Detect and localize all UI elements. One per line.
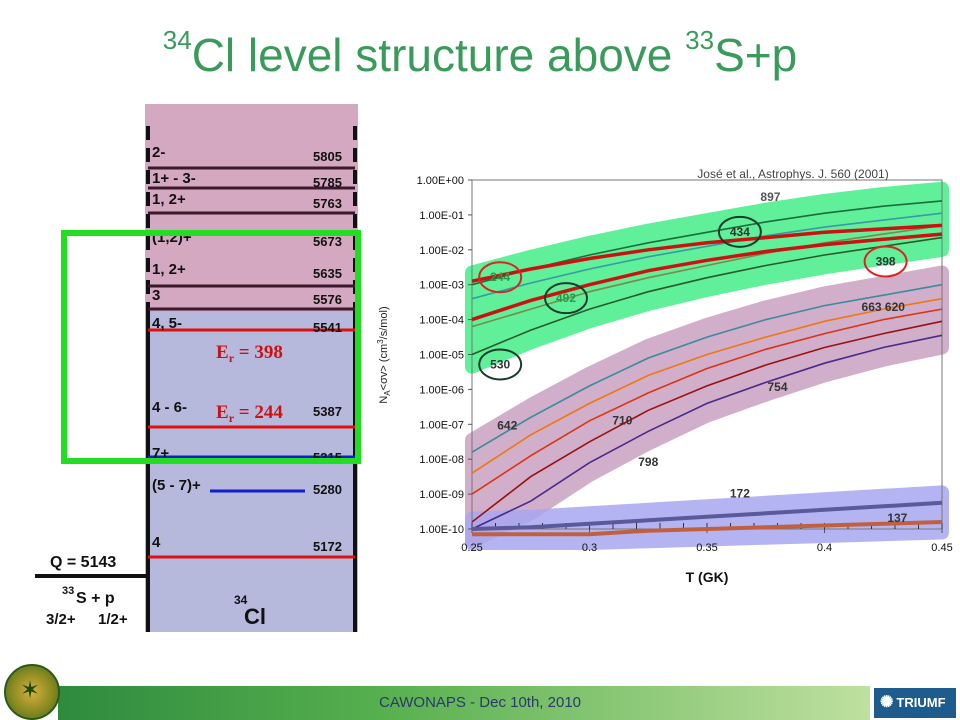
- level-spin: 2-: [152, 144, 165, 161]
- level-energy: 5785: [313, 175, 342, 190]
- level-energy: 5541: [313, 320, 342, 335]
- x-tick-label: 0.3: [582, 542, 597, 554]
- resonance-circle: [544, 282, 588, 315]
- level-energy: 5673: [313, 234, 342, 249]
- level-spin: 4, 5-: [152, 315, 182, 332]
- y-tick-label: 1.00E-07: [419, 419, 464, 431]
- resonance-circle: [863, 245, 908, 278]
- triumf-logo-text: TRIUMF: [896, 695, 946, 710]
- level-spin: 4 - 6-: [152, 399, 187, 416]
- level-spin: 4: [152, 534, 161, 551]
- title-mass-number-2: 33: [685, 25, 715, 55]
- level-spin: 1+ - 3-: [152, 170, 196, 187]
- footer-text: CAWONAPS - Dec 10th, 2010: [378, 694, 582, 711]
- series-line: [471, 500, 943, 531]
- y-tick-label: 1.00E-08: [419, 454, 464, 466]
- y-tick-label: 1.00E-06: [419, 384, 464, 396]
- resonance-label: 754: [767, 380, 787, 394]
- series-line: [471, 212, 943, 300]
- nucleus-symbol: Cl: [244, 604, 266, 629]
- dragon-logo-icon: ✶: [4, 664, 60, 720]
- series-line-244: [471, 223, 943, 283]
- rate-chart: 1.00E+00 1.00E-01 1.00E-02 1.00E-03 1.00E-04…: [376, 167, 953, 585]
- level-energy: 5805: [313, 149, 342, 164]
- series-line: [471, 334, 943, 530]
- level-energy: 5387: [313, 404, 342, 419]
- x-tick-label: 0.25: [461, 542, 482, 554]
- title-mass-number: 34: [162, 25, 192, 55]
- resonance-circle: [717, 215, 762, 248]
- series-line: [471, 283, 943, 453]
- title-text: Cl level structure above: [191, 29, 686, 81]
- y-tick-label: 1.00E-05: [419, 350, 464, 362]
- threshold-spin-s33: 3/2+: [46, 611, 76, 628]
- q-value: Q = 5143: [50, 554, 116, 571]
- footer-bar: [58, 686, 870, 720]
- series-line: [471, 236, 943, 356]
- chart-reference: José et al., Astrophys. J. 560 (2001): [697, 167, 888, 181]
- chart-y-axis-label: NA<σv> (cm3/s/mol): [376, 306, 392, 403]
- resonance-label: 244: [490, 270, 510, 284]
- y-tick-label: 1.00E-09: [419, 489, 464, 501]
- triumf-logo: ✺ TRIUMF: [874, 688, 956, 718]
- series-line: [472, 520, 943, 537]
- level-energy: 5635: [313, 266, 342, 281]
- threshold-spin-proton: 1/2+: [98, 611, 128, 628]
- threshold-label: S + p: [76, 590, 115, 607]
- series-line: [471, 320, 943, 523]
- level-energy: 5576: [313, 292, 342, 307]
- resonance-label: 642: [497, 419, 517, 433]
- y-tick-label: 1.00E+00: [417, 175, 464, 187]
- level-spin: 3: [152, 287, 160, 304]
- level-spin: 1, 2+: [152, 261, 186, 278]
- level-energy: 5172: [313, 539, 342, 554]
- series-line: [471, 297, 943, 474]
- resonance-energy-398: Er = 398: [216, 342, 283, 365]
- chart-x-axis-label: T (GK): [686, 569, 729, 585]
- x-tick-label: 0.35: [696, 542, 717, 554]
- y-tick-label: 1.00E-01: [419, 210, 464, 222]
- threshold-mass-number: 33: [62, 585, 74, 597]
- x-tick-label: 0.4: [817, 542, 832, 554]
- resonance-label: 398: [876, 255, 896, 269]
- level-spin: (5 - 7)+: [152, 477, 201, 494]
- level-scheme-lower-region: [145, 312, 358, 632]
- resonance-energy-244: Er = 244: [216, 402, 283, 425]
- resonance-circle: [478, 261, 523, 294]
- level-scheme-upper-region: [145, 104, 358, 312]
- level-spin: 1, 2+: [152, 191, 186, 208]
- series-line-398: [471, 232, 943, 322]
- highlight-box: [61, 230, 361, 464]
- resonance-label: 172: [730, 487, 750, 501]
- resonance-label: 710: [612, 413, 632, 427]
- y-tick-label: 1.00E-02: [419, 245, 464, 257]
- series-line: [471, 224, 943, 328]
- y-tick-label: 1.00E-04: [419, 315, 464, 327]
- resonance-label: 492: [556, 291, 576, 305]
- level-energy: 5280: [313, 482, 342, 497]
- resonance-label: 434: [730, 225, 750, 239]
- resonance-label: 897: [760, 190, 780, 204]
- level-energy: 5763: [313, 196, 342, 211]
- resonance-label: 663 620: [862, 300, 906, 314]
- y-tick-label: 1.00E-03: [419, 280, 464, 292]
- x-tick-label: 0.45: [931, 542, 952, 554]
- triumf-logo-icon: ✺: [880, 694, 894, 711]
- resonance-label: 798: [638, 455, 658, 469]
- series-line: [471, 308, 943, 495]
- slide-title: 34Cl level structure above 33S+p: [0, 8, 960, 87]
- nucleus-mass-number: 34: [234, 593, 248, 607]
- y-tick-label: 1.00E-10: [419, 524, 464, 536]
- resonance-label: 137: [887, 511, 907, 525]
- level-spin: 7+: [152, 445, 169, 462]
- title-text-end: S+p: [714, 29, 798, 81]
- resonance-label: 530: [490, 357, 510, 371]
- resonance-circle: [478, 348, 523, 381]
- footer: CAWONAPS - Dec 10th, 2010: [0, 686, 960, 720]
